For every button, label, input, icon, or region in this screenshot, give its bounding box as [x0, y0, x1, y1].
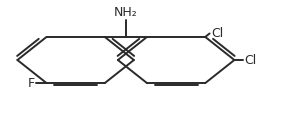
Text: Cl: Cl — [211, 27, 223, 40]
Text: NH₂: NH₂ — [114, 6, 138, 19]
Text: F: F — [28, 77, 35, 90]
Text: Cl: Cl — [245, 53, 257, 67]
